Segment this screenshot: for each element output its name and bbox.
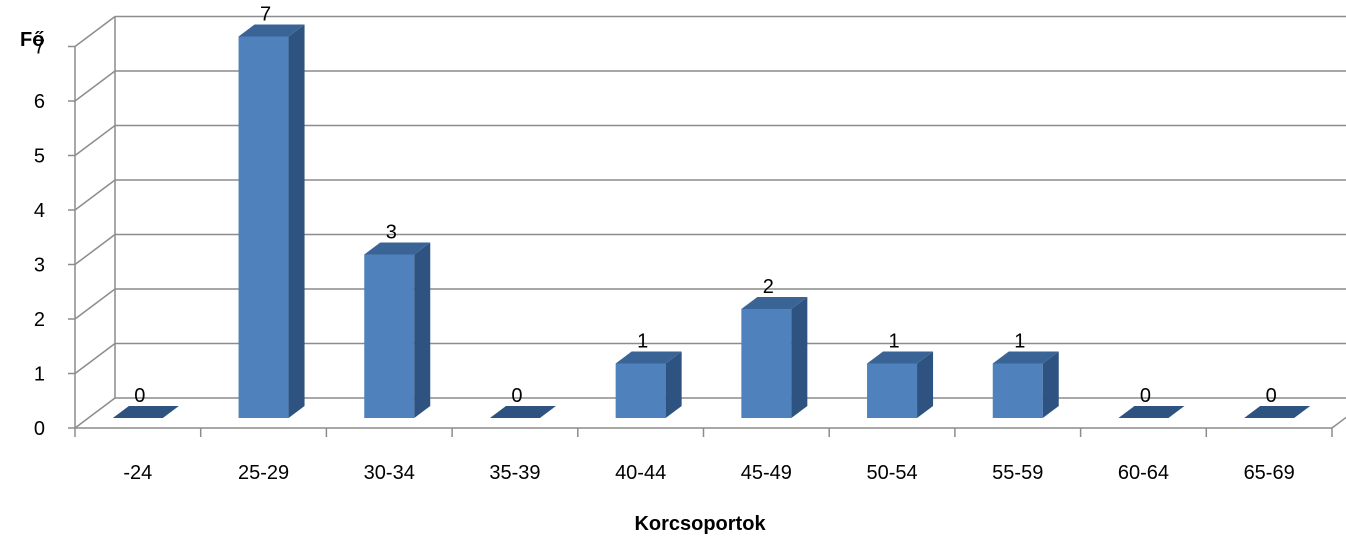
y-tick-label: 0 <box>34 418 45 440</box>
bar-side <box>665 351 682 418</box>
data-label: 1 <box>888 331 899 353</box>
x-tick-label: 45-49 <box>741 462 792 484</box>
bar-top <box>489 406 556 418</box>
x-tick-label: 30-34 <box>364 462 415 484</box>
floor-right-edge <box>1331 416 1346 429</box>
data-label: 3 <box>386 222 397 244</box>
bar-top <box>741 297 808 309</box>
gridline-diagonal <box>74 233 116 266</box>
data-label: 0 <box>1140 385 1151 407</box>
y-tick-label: 1 <box>34 364 45 386</box>
y-tick-label: 3 <box>34 255 45 277</box>
gridline-diagonal <box>74 397 116 429</box>
bar-top <box>1244 406 1311 418</box>
y-tick-label: 6 <box>34 91 45 113</box>
bar-side <box>414 242 431 418</box>
x-tick-label: 65-69 <box>1244 462 1295 484</box>
x-tick-label: 60-64 <box>1118 462 1169 484</box>
axes <box>68 45 1346 437</box>
x-tick-label: 35-39 <box>489 462 540 484</box>
bar-top <box>112 406 179 418</box>
bar <box>615 351 682 418</box>
bar-top <box>867 351 934 364</box>
data-label: 1 <box>1014 331 1025 353</box>
bar-top <box>615 351 682 364</box>
bar <box>1118 406 1185 418</box>
bar-top <box>364 242 431 255</box>
bar-side <box>917 351 934 418</box>
gridline-diagonal <box>74 124 116 157</box>
bar-front <box>364 254 415 418</box>
gridline-diagonal <box>74 70 116 102</box>
bar <box>992 351 1059 418</box>
bar <box>364 242 431 418</box>
bar <box>1244 406 1311 418</box>
data-label: 0 <box>134 385 145 407</box>
data-label: 0 <box>1266 385 1277 407</box>
data-label: 2 <box>763 276 774 298</box>
data-label: 1 <box>637 331 648 353</box>
x-tick-label: -24 <box>123 462 152 484</box>
bar <box>238 24 305 418</box>
bar-top <box>238 24 305 37</box>
bar-front <box>238 36 289 418</box>
bar-front <box>867 363 918 418</box>
x-tick-label: 40-44 <box>615 462 666 484</box>
bar <box>489 406 556 418</box>
data-label: 7 <box>260 4 271 26</box>
bar-front <box>741 309 792 418</box>
bars <box>112 24 1311 418</box>
gridline-diagonal <box>74 15 116 48</box>
x-tick-label: 55-59 <box>992 462 1043 484</box>
y-tick-label: 5 <box>34 146 45 168</box>
y-tick-label: 7 <box>34 37 45 59</box>
bar-front <box>615 363 666 418</box>
bar-top <box>992 351 1059 364</box>
gridline-diagonal <box>74 179 116 211</box>
gridline-diagonal <box>74 342 116 375</box>
gridlines <box>74 15 1346 429</box>
labels: 0 1 2 3 4 5 6 7 0 -24 7 25-29 3 30-34 0 35-39 1 40-44 2 45-… <box>34 4 1295 485</box>
bar <box>112 406 179 418</box>
y-axis-title: Fő <box>20 29 44 51</box>
bar-side <box>791 297 808 418</box>
y-tick-label: 4 <box>34 200 45 222</box>
x-tick-label: 25-29 <box>238 462 289 484</box>
bar <box>741 297 808 418</box>
x-axis-title: Korcsoportok <box>634 513 766 535</box>
bar <box>867 351 934 418</box>
gridline-diagonal <box>74 288 116 320</box>
data-label: 0 <box>511 385 522 407</box>
y-tick-label: 2 <box>34 309 45 331</box>
bar-side <box>288 24 305 418</box>
x-tick-label: 50-54 <box>866 462 917 484</box>
bar-front <box>992 363 1043 418</box>
bar-side <box>1042 351 1059 418</box>
bar-top <box>1118 406 1185 418</box>
